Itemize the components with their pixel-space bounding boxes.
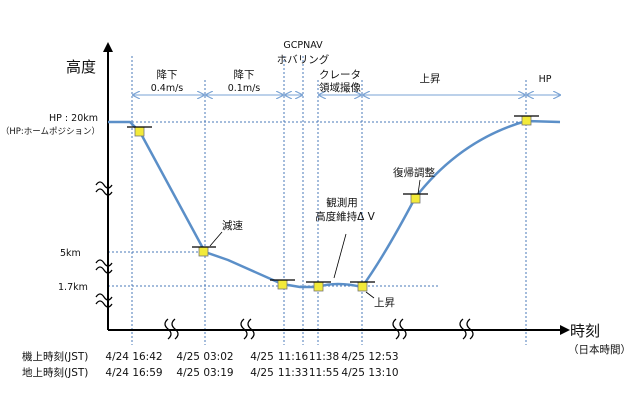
marker-hp-return (514, 115, 539, 126)
x-break-2b (247, 318, 255, 340)
phase-hover-line1: GCPNAV (283, 40, 323, 51)
phase-crater-line1: クレータ (319, 69, 361, 81)
annotation-obs-line1: 観測用 (326, 196, 358, 209)
hp-level-label: HP : 20km (49, 113, 98, 124)
annotation-recovery: 復帰調整 (393, 166, 435, 179)
onboard-time-label: 機上時刻(JST) (22, 350, 88, 363)
leader-recovery (417, 179, 421, 195)
x-break-1b (171, 318, 179, 340)
onboard-time-4: 11:16 (278, 351, 309, 363)
low-level-label: 1.7km (58, 282, 88, 293)
onboard-time-2: 4/25 03:02 (176, 351, 233, 363)
ground-time-6: 4/25 13:10 (341, 367, 398, 379)
ground-time-3: 4/25 (250, 367, 274, 379)
ground-time-1: 4/24 16:59 (105, 367, 162, 379)
phase-hover-line2: ホバリング (277, 53, 330, 66)
x-break-4 (459, 318, 467, 340)
y-break-2b (95, 259, 113, 267)
leader-obs (333, 233, 347, 279)
x-break-2 (240, 318, 248, 340)
ground-time-label: 地上時刻(JST) (22, 366, 88, 379)
phase-crater-line2: 領域撮像 (319, 81, 361, 94)
x-break-3 (392, 318, 400, 340)
x-break-1 (164, 318, 172, 340)
phase-ascent: 上昇 (420, 73, 441, 85)
x-axis-label: 時刻 (570, 322, 600, 340)
ground-time-5: 11:55 (309, 367, 339, 379)
marker-5km (192, 246, 216, 257)
marker-recovery (403, 193, 428, 204)
marker-1-7km-a (270, 279, 295, 290)
y-axis-breaks (95, 181, 113, 308)
y-break-1b (95, 181, 113, 189)
phase-descent2: 降下 (234, 68, 255, 81)
y-break-2 (95, 266, 113, 274)
onboard-time-5: 11:38 (309, 351, 339, 363)
annotation-ascent-start: 上昇 (374, 297, 395, 309)
marker-hp-departure (127, 126, 152, 137)
annotation-obs-line2: 高度維持Δ V (315, 210, 376, 223)
annotation-decel: 減速 (222, 219, 243, 232)
marker-1-7km-b (306, 281, 331, 292)
onboard-time-6: 4/25 12:53 (341, 351, 398, 363)
onboard-time-3: 4/25 (250, 351, 274, 363)
y-break-3 (95, 300, 113, 308)
leader-ascent-start (365, 291, 375, 299)
x-break-4b (466, 318, 474, 340)
x-axis-sublabel: （日本時間） (568, 343, 631, 356)
y-axis-label: 高度 (66, 58, 96, 76)
trajectory-markers (127, 115, 539, 292)
onboard-time-1: 4/24 16:42 (105, 351, 162, 363)
leader-lines (209, 179, 421, 299)
phase-descent1-rate: 0.4m/s (151, 83, 184, 94)
x-break-3b (399, 318, 407, 340)
ground-time-2: 4/25 03:19 (176, 367, 233, 379)
mid-level-label: 5km (60, 248, 81, 259)
leader-decel (209, 231, 223, 247)
y-break-1 (95, 188, 113, 196)
phase-descent1: 降下 (157, 68, 178, 81)
x-axis-breaks (164, 318, 474, 340)
y-break-3b (95, 293, 113, 301)
hp-level-sublabel: （HP:ホームポジション） (1, 126, 100, 137)
ground-time-4: 11:33 (278, 367, 308, 379)
axes (103, 42, 570, 335)
phase-hp: HP (539, 74, 552, 85)
phase-descent2-rate: 0.1m/s (228, 83, 261, 94)
horizontal-guides (108, 121, 560, 287)
marker-1-7km-c (350, 281, 375, 292)
